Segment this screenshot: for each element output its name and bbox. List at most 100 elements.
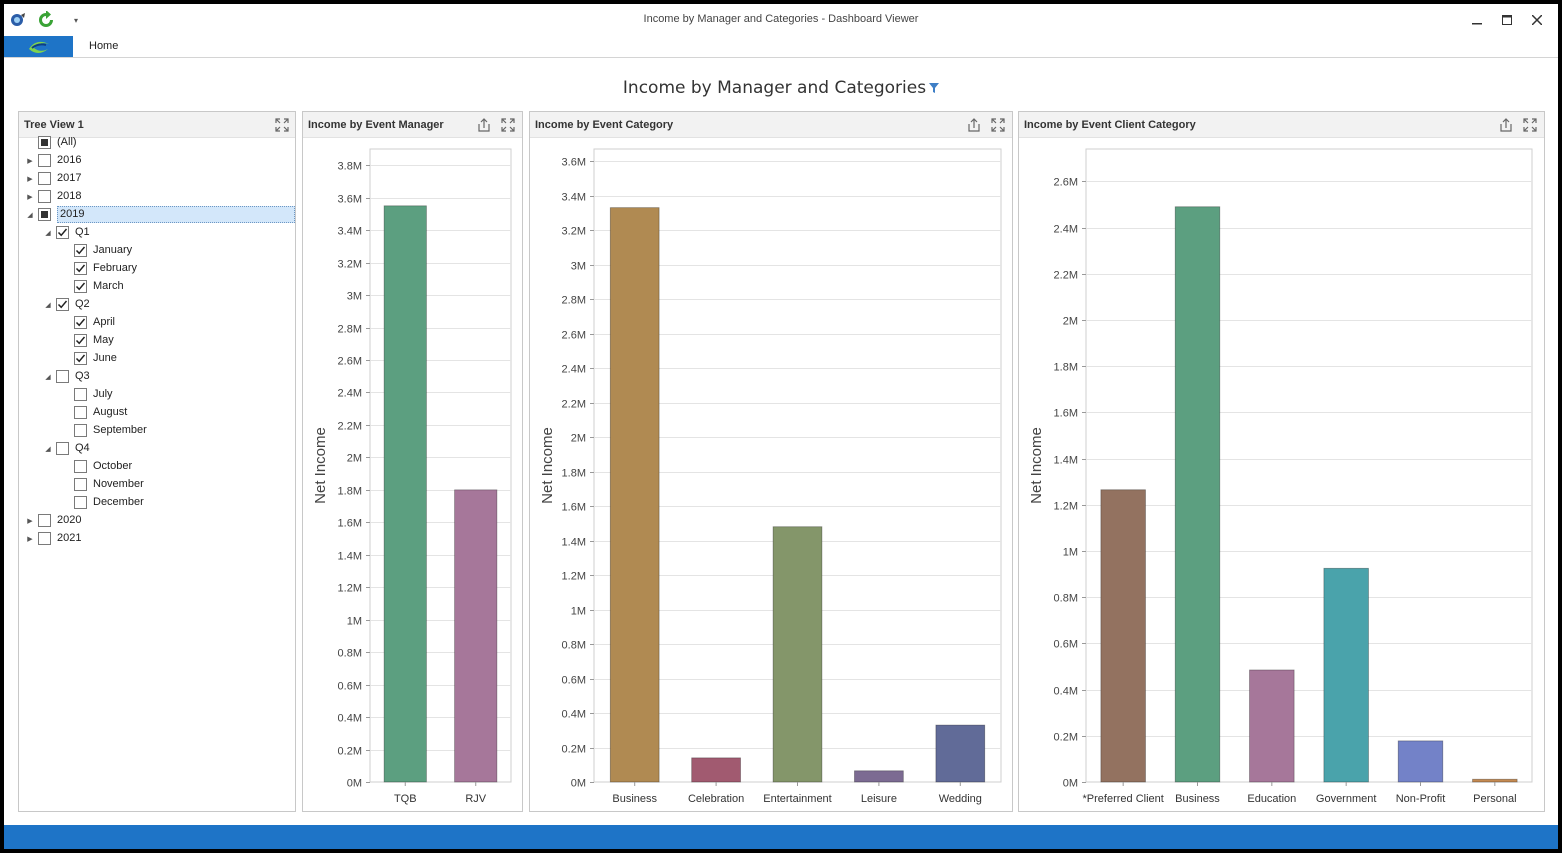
- bar: [383, 205, 427, 783]
- tree-checkbox[interactable]: [74, 478, 87, 491]
- tree-checkbox[interactable]: [38, 532, 51, 545]
- y-tick-label: 2.4M: [338, 388, 362, 400]
- tree-checkbox[interactable]: [38, 208, 51, 221]
- y-tick-label: 0.8M: [562, 640, 586, 652]
- y-tick-label: 2.6M: [1054, 177, 1078, 189]
- tree-node[interactable]: May: [19, 332, 295, 350]
- y-tick-label: 1M: [347, 616, 362, 628]
- app-icon[interactable]: [8, 10, 28, 30]
- tree-node[interactable]: ◢ Q4: [19, 440, 295, 458]
- expand-arrow-icon[interactable]: ◢: [45, 446, 51, 453]
- collapse-arrow-icon[interactable]: ▶: [27, 158, 33, 165]
- maximize-icon[interactable]: [1492, 8, 1522, 32]
- tree-checkbox[interactable]: [74, 388, 87, 401]
- y-tick-label: 3.4M: [562, 192, 586, 204]
- export-icon[interactable]: [476, 117, 492, 133]
- tree-node[interactable]: ◢ Q2: [19, 296, 295, 314]
- x-tick-label: RJV: [465, 793, 486, 805]
- export-icon[interactable]: [1498, 117, 1514, 133]
- tree-node-label: 2018: [57, 190, 82, 202]
- chart-title-manager: Income by Event Manager: [308, 119, 444, 131]
- y-tick-label: 1.6M: [562, 502, 586, 514]
- tree-node[interactable]: ◢ 2019: [19, 206, 295, 224]
- collapse-arrow-icon[interactable]: ▶: [27, 518, 33, 525]
- bar: [854, 770, 904, 783]
- tree-checkbox[interactable]: [38, 514, 51, 527]
- tree-node[interactable]: (All): [19, 134, 295, 152]
- tree-node[interactable]: ▶ 2018: [19, 188, 295, 206]
- tree-node[interactable]: ▶ 2016: [19, 152, 295, 170]
- y-tick-label: 1.2M: [1054, 501, 1078, 513]
- tree-node[interactable]: January: [19, 242, 295, 260]
- x-tick-label: Personal: [1473, 793, 1516, 805]
- y-tick-label: 0.2M: [562, 744, 586, 756]
- expand-arrow-icon[interactable]: ◢: [45, 230, 51, 237]
- tree-checkbox[interactable]: [38, 172, 51, 185]
- y-tick-label: 0.2M: [338, 746, 362, 758]
- tree-checkbox[interactable]: [74, 334, 87, 347]
- tree-checkbox[interactable]: [74, 262, 87, 275]
- bar: [691, 757, 741, 783]
- tree-checkbox[interactable]: [56, 226, 69, 239]
- tree-checkbox[interactable]: [74, 352, 87, 365]
- tree-node[interactable]: March: [19, 278, 295, 296]
- expand-arrow-icon[interactable]: ◢: [45, 302, 51, 309]
- tree-checkbox[interactable]: [38, 154, 51, 167]
- tree-node[interactable]: September: [19, 422, 295, 440]
- tree-node[interactable]: October: [19, 458, 295, 476]
- application-menu-button[interactable]: [4, 36, 73, 57]
- tree-node[interactable]: February: [19, 260, 295, 278]
- tree-checkbox[interactable]: [56, 298, 69, 311]
- y-tick-label: 3.2M: [562, 226, 586, 238]
- maximize-panel-icon[interactable]: [500, 117, 516, 133]
- tree-node[interactable]: ◢ Q3: [19, 368, 295, 386]
- chart-title-category: Income by Event Category: [535, 119, 674, 131]
- tree-node[interactable]: December: [19, 494, 295, 512]
- tree-checkbox[interactable]: [56, 442, 69, 455]
- filter-icon[interactable]: [929, 78, 940, 98]
- tree-node-label: (All): [57, 136, 77, 148]
- collapse-arrow-icon[interactable]: ▶: [27, 176, 33, 183]
- tree-checkbox[interactable]: [56, 370, 69, 383]
- tree-node[interactable]: June: [19, 350, 295, 368]
- tree-checkbox[interactable]: [74, 280, 87, 293]
- maximize-panel-icon[interactable]: [990, 117, 1006, 133]
- export-icon[interactable]: [966, 117, 982, 133]
- tree-checkbox[interactable]: [74, 406, 87, 419]
- customize-dropdown-icon[interactable]: ▾: [73, 15, 78, 25]
- tree-node[interactable]: ◢ Q1: [19, 224, 295, 242]
- tree-node[interactable]: ▶ 2020: [19, 512, 295, 530]
- maximize-panel-icon[interactable]: [1522, 117, 1538, 133]
- y-tick-label: 1.8M: [338, 486, 362, 498]
- tree-node[interactable]: ▶ 2017: [19, 170, 295, 188]
- tree-node[interactable]: July: [19, 386, 295, 404]
- collapse-arrow-icon[interactable]: ▶: [27, 194, 33, 201]
- tree-node[interactable]: ▶ 2021: [19, 530, 295, 548]
- tree-node[interactable]: November: [19, 476, 295, 494]
- refresh-icon[interactable]: [36, 10, 56, 30]
- tree-checkbox[interactable]: [74, 424, 87, 437]
- y-tick-label: 1.6M: [338, 518, 362, 530]
- tree-checkbox[interactable]: [74, 244, 87, 257]
- y-tick-label: 0.6M: [562, 675, 586, 687]
- y-tick-label: 0M: [1063, 778, 1078, 790]
- minimize-icon[interactable]: [1462, 8, 1492, 32]
- tree-checkbox[interactable]: [38, 190, 51, 203]
- x-tick-label: Celebration: [688, 793, 744, 805]
- y-tick-label: 3.6M: [562, 157, 586, 169]
- x-tick-label: Education: [1247, 793, 1296, 805]
- expand-arrow-icon[interactable]: ◢: [27, 212, 33, 219]
- bar: [1323, 567, 1369, 783]
- tree-checkbox[interactable]: [74, 460, 87, 473]
- collapse-arrow-icon[interactable]: ▶: [27, 536, 33, 543]
- tree-node[interactable]: April: [19, 314, 295, 332]
- plot-area: [1085, 148, 1533, 783]
- maximize-panel-icon[interactable]: [274, 117, 290, 133]
- tree-node[interactable]: August: [19, 404, 295, 422]
- tree-checkbox[interactable]: [74, 316, 87, 329]
- tree-checkbox[interactable]: [38, 136, 51, 149]
- tab-home[interactable]: Home: [89, 40, 119, 52]
- tree-checkbox[interactable]: [74, 496, 87, 509]
- close-icon[interactable]: [1522, 8, 1552, 32]
- expand-arrow-icon[interactable]: ◢: [45, 374, 51, 381]
